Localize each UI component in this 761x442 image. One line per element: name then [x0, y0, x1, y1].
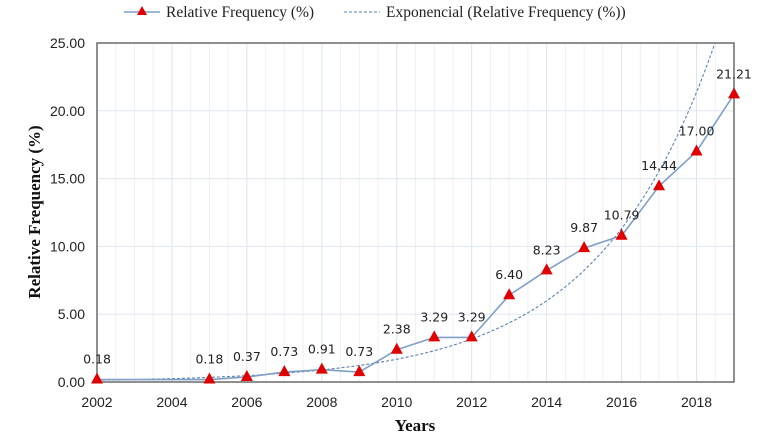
data-label: 9.87	[570, 220, 598, 235]
legend-label: Relative Frequency (%)	[166, 4, 314, 21]
x-tick-label: 2002	[81, 394, 112, 410]
triangle-marker-icon	[137, 6, 147, 15]
data-label: 2.38	[383, 322, 411, 337]
data-point-marker	[91, 372, 103, 384]
x-tick-label: 2012	[456, 394, 487, 410]
legend-item-relative-frequency: Relative Frequency (%)	[124, 4, 314, 21]
data-point-marker	[465, 330, 478, 342]
grid	[97, 43, 734, 382]
data-label: 0.73	[345, 344, 373, 359]
data-point-marker	[615, 228, 628, 240]
data-point-marker	[240, 369, 253, 381]
y-tick-label: 5.00	[58, 306, 85, 322]
x-tick-label: 2018	[681, 394, 712, 410]
y-tick-label: 20.00	[50, 103, 85, 119]
data-point-marker	[353, 365, 366, 377]
data-point-marker	[540, 263, 553, 275]
y-axis-title: Relative Frequency (%)	[25, 125, 44, 298]
data-point-marker	[728, 87, 740, 99]
exponential-trendline	[97, 42, 716, 381]
data-point-marker	[503, 288, 516, 300]
data-label: 6.40	[495, 267, 523, 282]
plot-frame	[96, 42, 735, 383]
data-point-marker	[690, 144, 703, 156]
data-point-marker	[278, 365, 291, 377]
data-label: 3.29	[420, 309, 448, 324]
data-label: 14.44	[641, 158, 677, 173]
y-axis-ticks: 0.00 5.00 10.00 15.00 20.00 25.00	[50, 35, 85, 390]
x-axis-ticks: 2002 2004 2006 2008 2010 2012 2014 2016 2018	[81, 394, 712, 410]
data-point-marker	[653, 179, 666, 191]
data-labels: 0.18 0.18 0.37 0.73 0.91 0.73 2.38 3.29 3.29 6.40…	[83, 66, 752, 366]
data-label: 3.29	[458, 309, 486, 324]
y-tick-label: 10.00	[50, 238, 85, 254]
data-point-marker	[315, 362, 328, 374]
data-markers	[91, 87, 740, 384]
legend: Relative Frequency (%) Exponencial (Rela…	[124, 4, 626, 21]
relative-frequency-line	[97, 93, 735, 381]
x-tick-label: 2004	[156, 394, 187, 410]
data-label: 21.21	[716, 66, 752, 81]
data-label: 0.18	[195, 352, 223, 367]
data-label: 0.91	[308, 342, 336, 357]
data-label: 0.37	[233, 349, 261, 364]
y-tick-label: 15.00	[50, 171, 85, 187]
data-label: 10.79	[604, 208, 640, 223]
data-point-marker	[428, 330, 441, 342]
data-label: 17.00	[679, 123, 715, 138]
legend-label: Exponencial (Relative Frequency (%))	[386, 4, 626, 21]
x-tick-label: 2014	[531, 394, 562, 410]
x-tick-label: 2008	[306, 394, 337, 410]
y-tick-label: 0.00	[58, 374, 85, 390]
data-label: 0.73	[270, 344, 298, 359]
y-tick-label: 25.00	[50, 35, 85, 51]
data-label: 8.23	[533, 242, 561, 257]
data-label: 0.18	[83, 352, 111, 367]
data-point-marker	[203, 372, 216, 384]
x-tick-label: 2016	[606, 394, 637, 410]
legend-item-exponential: Exponencial (Relative Frequency (%))	[344, 4, 626, 21]
x-tick-label: 2006	[231, 394, 262, 410]
x-axis-title: Years	[395, 416, 436, 435]
data-point-marker	[578, 241, 591, 253]
data-point-marker	[390, 342, 403, 354]
x-tick-label: 2010	[381, 394, 412, 410]
